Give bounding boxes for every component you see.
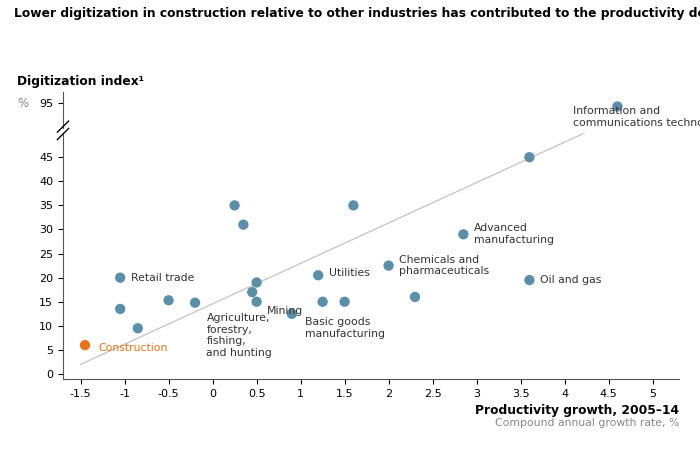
Text: Lower digitization in construction relative to other industries has contributed : Lower digitization in construction relat…: [14, 7, 700, 20]
Point: [524, 276, 535, 284]
Text: Retail trade: Retail trade: [131, 273, 194, 283]
Point: [229, 202, 240, 209]
Text: Agriculture,
forestry,
fishing,
and hunting: Agriculture, forestry, fishing, and hunt…: [206, 313, 272, 358]
Text: Construction: Construction: [98, 342, 167, 353]
Text: Mining: Mining: [267, 306, 303, 316]
Text: Information and
communications technology: Information and communications technolog…: [573, 106, 700, 128]
Point: [163, 297, 174, 304]
Point: [458, 231, 469, 238]
Point: [251, 279, 262, 286]
Point: [238, 221, 249, 228]
Text: Utilities: Utilities: [329, 268, 370, 278]
Text: Compound annual growth rate, %: Compound annual growth rate, %: [495, 418, 679, 428]
Text: Advanced
manufacturing: Advanced manufacturing: [474, 224, 554, 245]
Text: Oil and gas: Oil and gas: [540, 275, 601, 285]
Point: [339, 298, 350, 305]
Point: [612, 103, 623, 110]
Point: [410, 293, 421, 301]
Point: [132, 324, 144, 332]
Point: [190, 299, 201, 306]
Point: [79, 341, 90, 349]
Point: [251, 298, 262, 305]
Text: Digitization index¹: Digitization index¹: [18, 75, 145, 88]
Point: [348, 202, 359, 209]
Text: Basic goods
manufacturing: Basic goods manufacturing: [305, 317, 385, 339]
Text: Productivity growth, 2005–14: Productivity growth, 2005–14: [475, 404, 679, 417]
Point: [286, 310, 297, 317]
Point: [524, 153, 535, 161]
Point: [313, 272, 324, 279]
Point: [115, 274, 126, 281]
Point: [317, 298, 328, 305]
Point: [246, 288, 258, 296]
Point: [115, 305, 126, 313]
Point: [383, 262, 394, 269]
Text: %: %: [18, 97, 29, 110]
Text: Chemicals and
pharmaceuticals: Chemicals and pharmaceuticals: [399, 255, 489, 276]
